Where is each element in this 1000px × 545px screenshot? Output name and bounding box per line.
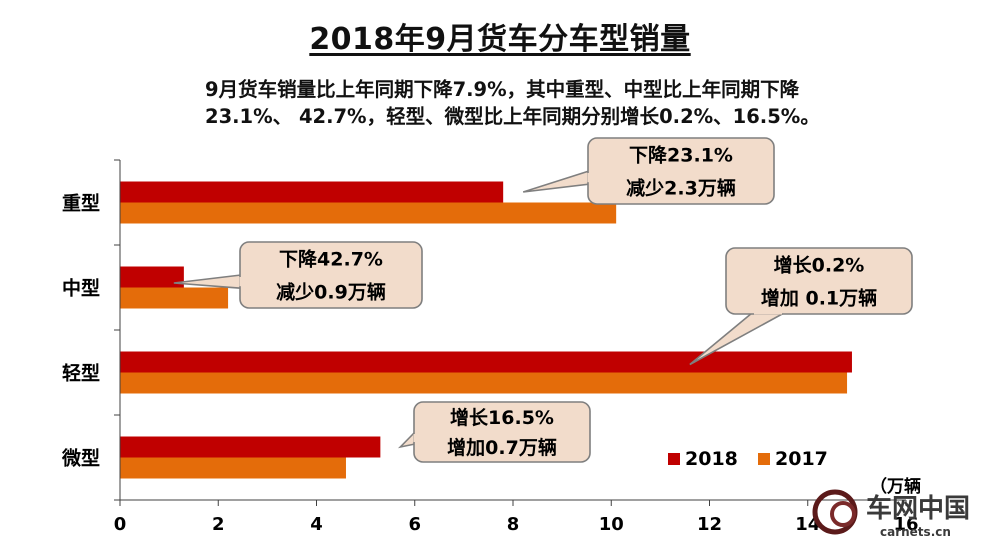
- bars-group: [120, 181, 852, 479]
- x-tick-label: 12: [697, 514, 722, 535]
- bar-2018-0: [120, 181, 504, 203]
- x-tick-label: 10: [599, 514, 624, 535]
- logo-brand-text: 车网中国: [866, 493, 970, 524]
- callout-text: 增长16.5%: [450, 406, 554, 429]
- x-tick-label: 2: [212, 514, 225, 535]
- category-label: 中型: [62, 277, 100, 300]
- callout-text: 减少0.9万辆: [276, 281, 386, 304]
- legend-label-2018: 2018: [685, 448, 738, 470]
- callout-text: 下降23.1%: [629, 144, 733, 167]
- callout-text: 增加0.7万辆: [447, 436, 557, 459]
- x-unit-label: （万辆: [870, 476, 921, 497]
- category-label: 微型: [61, 447, 100, 470]
- category-label: 轻型: [62, 362, 100, 385]
- legend: 2018 2017: [668, 448, 828, 470]
- callout-pointer: [397, 430, 416, 449]
- bar-2017-1: [120, 287, 229, 309]
- callout-box: [239, 241, 423, 309]
- callout-text: 增长0.2%: [774, 254, 865, 277]
- x-tick-label: 4: [310, 514, 323, 535]
- x-tick-label: 6: [408, 514, 421, 535]
- bar-2018-2: [120, 351, 852, 373]
- logo-swirl-outer: [812, 489, 858, 535]
- legend-label-2017: 2017: [775, 448, 828, 470]
- callout-text: 减少2.3万辆: [626, 177, 736, 200]
- subtitle-line-1: 9月货车销量比上年同期下降7.9%，其中重型、中型比上年同期下降: [205, 78, 800, 101]
- category-label: 重型: [62, 192, 100, 215]
- bar-2018-3: [120, 436, 381, 458]
- legend-swatch-2017: [758, 453, 770, 465]
- bar-2017-0: [120, 202, 617, 224]
- callout-box: [587, 137, 775, 205]
- callout-pointer: [173, 274, 242, 290]
- x-tick-label: 0: [114, 514, 127, 535]
- x-tick-label: 16: [893, 514, 918, 535]
- subtitle-line-2: 23.1%、 42.7%，轻型、微型比上年同期分别增长0.2%、16.5%。: [205, 105, 820, 128]
- chart-subtitle: 9月货车销量比上年同期下降7.9%，其中重型、中型比上年同期下降 23.1%、 …: [205, 76, 945, 130]
- callout-box: [725, 247, 913, 315]
- callout-text: 下降42.7%: [279, 248, 383, 271]
- callout-pointer: [522, 169, 590, 193]
- legend-swatch-2018: [668, 453, 680, 465]
- bar-2018-1: [120, 266, 184, 288]
- callout-box: [413, 401, 591, 463]
- x-tick-label: 8: [507, 514, 520, 535]
- logo-url-text: carnets.cn: [880, 525, 951, 539]
- logo-swirl-inner: [830, 501, 856, 527]
- chart-title: 2018年9月货车分车型销量: [309, 22, 691, 57]
- bar-2017-2: [120, 372, 848, 394]
- callout-text: 增加 0.1万辆: [761, 287, 877, 310]
- bar-2017-3: [120, 457, 346, 479]
